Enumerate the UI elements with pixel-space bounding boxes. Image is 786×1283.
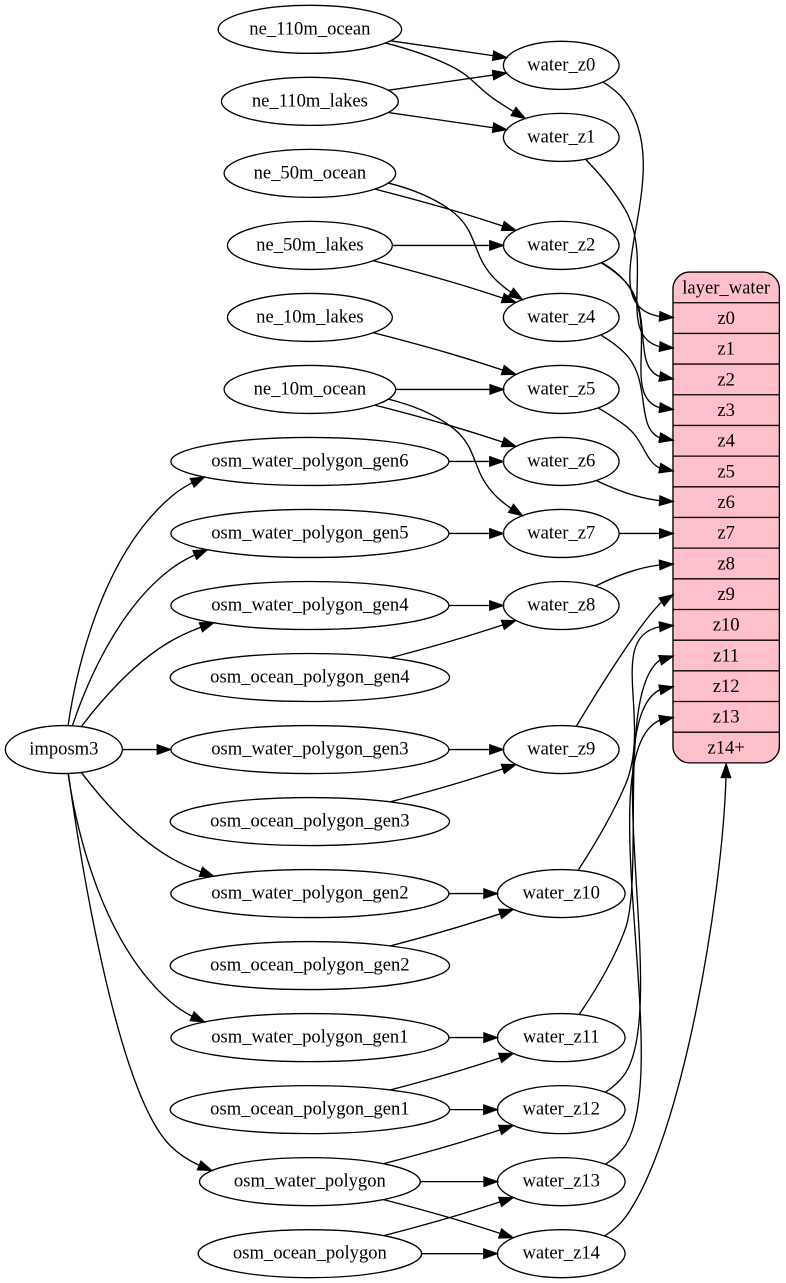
svg-text:z10: z10: [713, 615, 740, 636]
svg-text:z0: z0: [717, 308, 735, 329]
svg-text:water_z11: water_z11: [523, 1027, 600, 1048]
svg-text:water_z8: water_z8: [527, 594, 595, 615]
svg-text:ne_110m_ocean: ne_110m_ocean: [249, 18, 371, 39]
svg-text:water_z0: water_z0: [527, 54, 595, 75]
svg-text:water_z7: water_z7: [527, 522, 595, 543]
svg-text:ne_50m_ocean: ne_50m_ocean: [254, 162, 367, 183]
svg-text:osm_ocean_polygon_gen2: osm_ocean_polygon_gen2: [210, 954, 409, 975]
svg-text:osm_water_polygon_gen4: osm_water_polygon_gen4: [211, 594, 409, 615]
svg-text:layer_water: layer_water: [682, 277, 771, 298]
svg-text:water_z13: water_z13: [523, 1171, 600, 1192]
svg-text:z4: z4: [717, 431, 735, 452]
svg-text:osm_water_polygon_gen3: osm_water_polygon_gen3: [211, 738, 408, 759]
svg-text:z7: z7: [717, 523, 735, 544]
svg-text:water_z2: water_z2: [527, 234, 595, 255]
svg-text:z13: z13: [713, 707, 740, 728]
svg-text:osm_water_polygon: osm_water_polygon: [234, 1171, 387, 1192]
svg-text:osm_ocean_polygon_gen3: osm_ocean_polygon_gen3: [210, 810, 409, 831]
svg-text:osm_ocean_polygon_gen1: osm_ocean_polygon_gen1: [210, 1099, 409, 1120]
svg-text:water_z6: water_z6: [527, 450, 595, 471]
svg-text:ne_50m_lakes: ne_50m_lakes: [256, 234, 363, 255]
svg-text:water_z1: water_z1: [527, 126, 595, 147]
svg-text:z6: z6: [717, 492, 735, 513]
svg-text:water_z4: water_z4: [527, 306, 596, 327]
svg-text:osm_ocean_polygon: osm_ocean_polygon: [233, 1243, 388, 1264]
svg-text:osm_water_polygon_gen5: osm_water_polygon_gen5: [211, 522, 408, 543]
svg-text:z1: z1: [717, 339, 735, 360]
svg-text:z14+: z14+: [707, 737, 744, 758]
svg-text:z12: z12: [713, 676, 740, 697]
svg-text:osm_ocean_polygon_gen4: osm_ocean_polygon_gen4: [210, 666, 410, 687]
svg-text:ne_110m_lakes: ne_110m_lakes: [252, 90, 368, 111]
svg-text:imposm3: imposm3: [29, 738, 98, 759]
svg-text:z2: z2: [717, 369, 735, 390]
svg-text:water_z5: water_z5: [527, 378, 595, 399]
svg-text:water_z9: water_z9: [527, 738, 595, 759]
svg-text:osm_water_polygon_gen6: osm_water_polygon_gen6: [211, 450, 408, 471]
svg-text:z11: z11: [713, 645, 739, 666]
svg-text:z9: z9: [717, 584, 735, 605]
svg-text:osm_water_polygon_gen2: osm_water_polygon_gen2: [211, 882, 408, 903]
svg-text:z3: z3: [717, 400, 735, 421]
svg-text:z5: z5: [717, 461, 735, 482]
svg-text:water_z10: water_z10: [523, 882, 600, 903]
svg-text:ne_10m_ocean: ne_10m_ocean: [254, 378, 367, 399]
svg-text:water_z14: water_z14: [523, 1243, 601, 1264]
svg-text:z8: z8: [717, 553, 735, 574]
svg-text:osm_water_polygon_gen1: osm_water_polygon_gen1: [211, 1027, 408, 1048]
svg-text:water_z12: water_z12: [523, 1099, 600, 1120]
svg-text:ne_10m_lakes: ne_10m_lakes: [256, 306, 363, 327]
